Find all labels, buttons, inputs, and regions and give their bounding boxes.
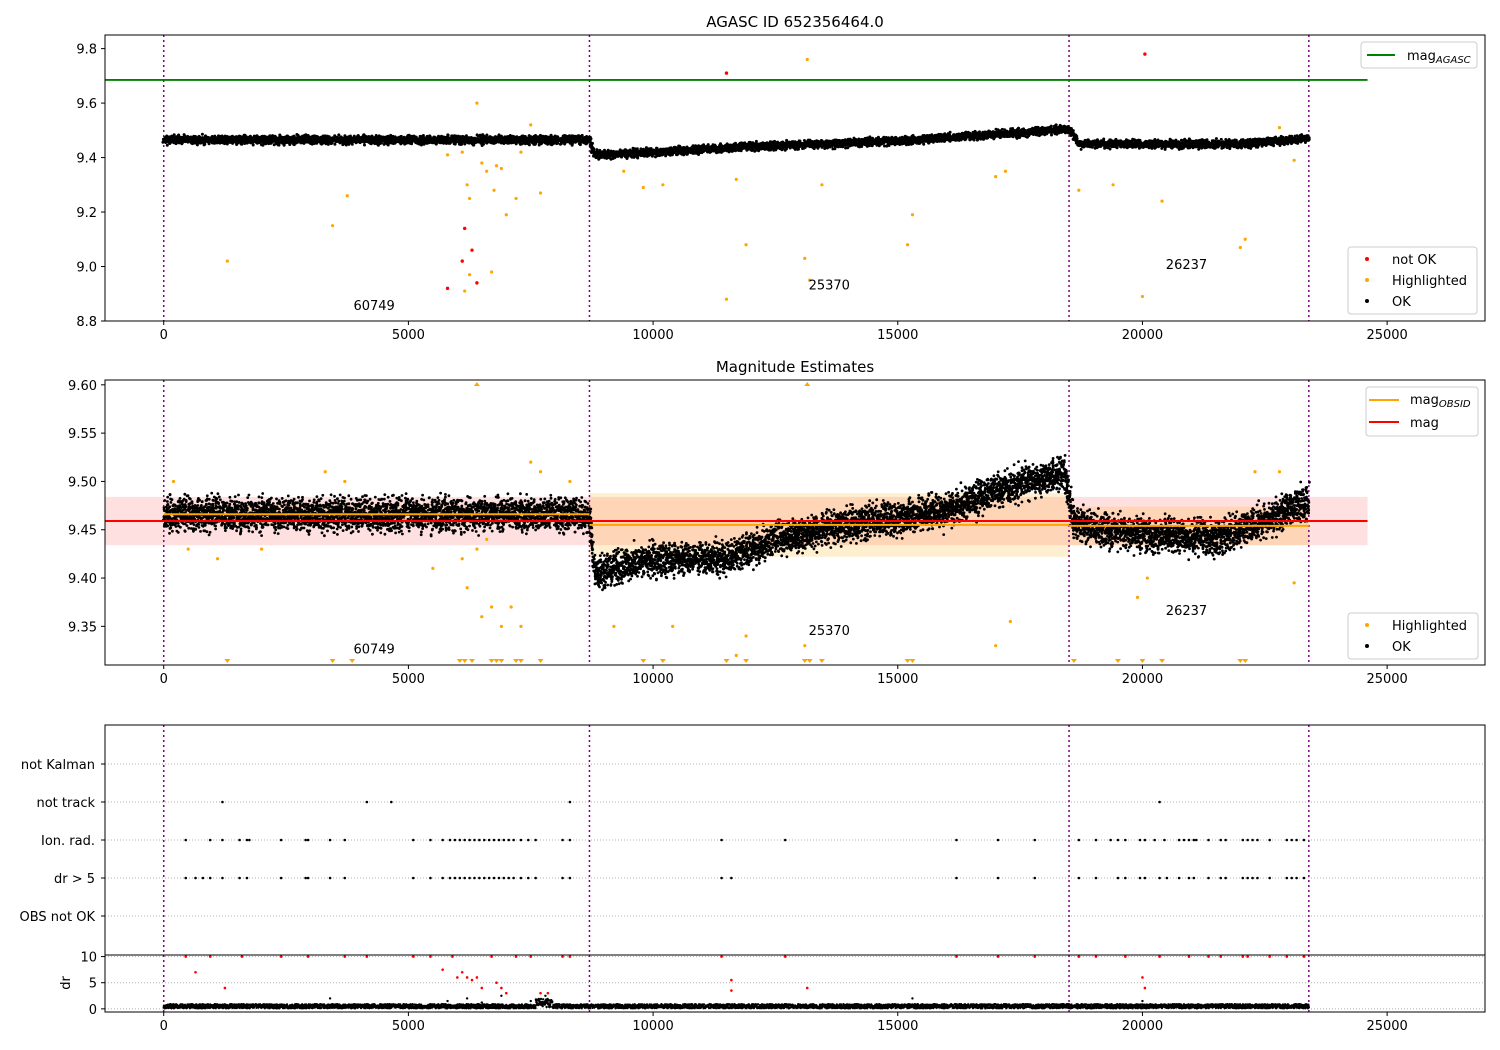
agasc-ok-point <box>780 148 784 152</box>
agasc-ok-point <box>251 143 255 147</box>
agasc-ok-point <box>591 148 595 152</box>
agasc-ok-point <box>200 132 204 136</box>
agasc-ok-point <box>386 143 390 147</box>
agasc-ok-points <box>161 123 1311 161</box>
agasc-ok-point <box>588 138 592 141</box>
agasc-ok-point <box>180 141 184 145</box>
agasc-ok-point <box>410 142 414 146</box>
agasc-ok-point <box>203 142 207 146</box>
agasc-ok-point <box>595 148 599 152</box>
agasc-ok-point <box>264 142 268 146</box>
agasc-panel-title: AGASC ID 652356464.0 <box>706 13 884 31</box>
agasc-ok-point <box>399 134 403 138</box>
agasc-ok-point <box>578 143 582 147</box>
agasc-ok-point <box>446 133 450 137</box>
agasc-ok-point <box>182 133 186 137</box>
agasc-ok-point <box>475 133 479 137</box>
agasc-ok-point <box>333 142 337 146</box>
agasc-ok-point <box>643 154 646 158</box>
agasc-ok-point <box>591 141 594 145</box>
agasc-ok-point <box>165 143 169 147</box>
agasc-ok-point <box>363 143 366 147</box>
